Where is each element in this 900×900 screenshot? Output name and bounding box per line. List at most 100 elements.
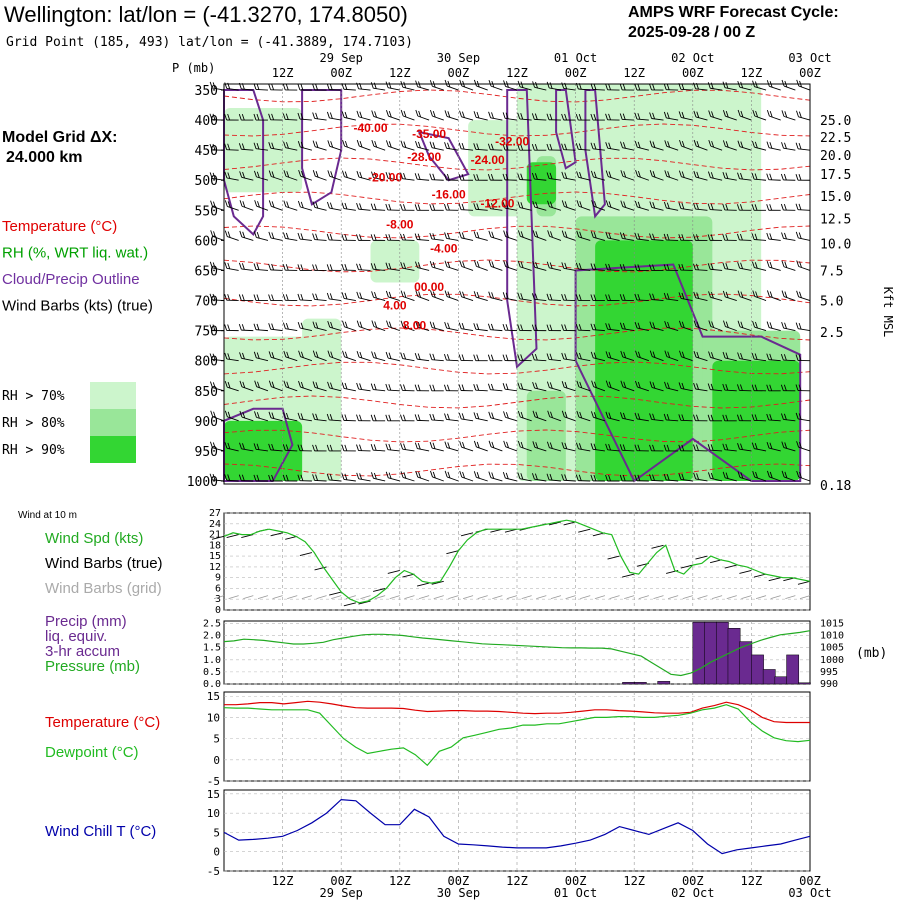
wind-barb [285, 119, 298, 121]
wind-barb-flag [517, 201, 521, 208]
wind-barb-flag [796, 441, 800, 448]
wind-barb-flag [696, 351, 700, 359]
wind-barb-flag [590, 443, 594, 450]
chill-ytick-4: -5 [207, 865, 220, 878]
wind-barb-flag [681, 382, 685, 390]
wind-barb-flag [605, 443, 609, 450]
wind-barb-flag [473, 291, 477, 298]
wind-barb-flag [224, 381, 228, 388]
wind-barb [549, 206, 562, 211]
wind-barb-flag [725, 321, 729, 328]
wind-barb-flag [476, 472, 480, 479]
wind-barb-flag [344, 264, 348, 271]
wind-barb-flag [282, 322, 286, 329]
wind-legend-0: Wind Spd (kts) [45, 530, 143, 547]
pressure-tick-8: 750 [195, 325, 218, 340]
wind-barb-flag [564, 442, 568, 450]
wind-barb-flag [737, 320, 741, 327]
wind-barb-flag [400, 204, 403, 211]
wind-barb-flag [344, 234, 348, 241]
wind-barb-flag [385, 140, 389, 147]
wind-barb-flag [388, 384, 392, 391]
wind-barb-flag [605, 142, 609, 149]
wind-barb [798, 148, 811, 151]
wind-barb-flag [799, 471, 802, 479]
pressure-tick-7: 700 [195, 295, 218, 310]
wind-barb [299, 299, 312, 301]
wind-barb-true [607, 555, 620, 560]
wind-barb-flag [312, 444, 315, 452]
wind-barb-flag [637, 113, 641, 120]
wind-barb-flag [388, 414, 392, 421]
wind-barb-flag [326, 83, 330, 90]
wind-barb-flag [546, 172, 550, 179]
wind-barb-flag [707, 171, 711, 178]
wind-barb-flag [359, 171, 363, 179]
wind-barb-flag [535, 382, 538, 389]
wind-barb-flag [532, 381, 536, 389]
wind-barb-flag [696, 473, 700, 480]
wind-barb-flag [458, 354, 462, 361]
wind-barb-flag [649, 170, 653, 177]
wind-barb-flag [796, 79, 800, 87]
wind-barb-flag [300, 83, 304, 91]
wind-barb-grid [755, 595, 767, 600]
wind-barb-flag [637, 233, 641, 240]
wind-barb-flag [209, 172, 213, 179]
wind-barb-flag [429, 260, 433, 268]
wind-barb-flag [447, 261, 451, 268]
wind-barb-flag [315, 293, 319, 300]
wind-barb-flag [209, 143, 213, 151]
wind-barb [402, 267, 415, 271]
wind-barb-flag [681, 351, 685, 358]
wind-barb-flag [432, 261, 436, 269]
wind-barb [783, 476, 796, 482]
wind-barb [461, 266, 474, 271]
wind-barb-flag [503, 230, 507, 237]
wind-barb-flag [253, 142, 257, 149]
wind-barb-flag [681, 414, 685, 421]
precip-bar-35 [633, 682, 647, 685]
wind-barb-flag [781, 470, 785, 478]
wind-barb-flag [476, 143, 480, 150]
wind-barb-flag [385, 443, 389, 450]
wind-barb-flag [414, 384, 418, 391]
wind-barb-flag [547, 200, 550, 207]
wind-barb-flag [297, 474, 301, 481]
wind-barb [402, 86, 415, 91]
wind-barb-flag [737, 290, 741, 297]
wind-barb-flag [737, 262, 741, 269]
wind-barb-flag [534, 354, 538, 361]
wind-barb [285, 206, 298, 211]
wind-barb-flag [608, 474, 611, 482]
wind-barb-flag [444, 290, 448, 297]
wind-barb-flag [371, 320, 375, 327]
wind-barb-true [739, 570, 752, 574]
wind-barb-flag [678, 111, 682, 118]
height-tick-8: 5.0 [820, 295, 843, 310]
wind-barb-flag [679, 350, 682, 357]
wind-barb-flag [707, 203, 711, 210]
wind-barb [549, 387, 562, 392]
top-date-label-3: 02 Oct [671, 51, 714, 65]
wind-barb-flag [520, 383, 524, 390]
wind-barb-flag [722, 414, 726, 421]
wind-barb [373, 268, 386, 271]
wind-barb [797, 209, 811, 211]
wind-barb-flag [286, 412, 289, 420]
wind-barb-flag [505, 383, 509, 390]
wind-ytick-5: 12 [209, 562, 221, 573]
wind-barb-flag [298, 380, 301, 388]
wind-barb-flag [783, 354, 787, 361]
wind-barb-flag [254, 411, 257, 418]
wind-barb-grid [594, 595, 606, 600]
wind-barb-flag [531, 113, 535, 120]
cloud-outline-5 [584, 89, 606, 219]
wind-barb-flag [564, 231, 568, 238]
wind-barb-flag [344, 444, 348, 451]
wind-barb [343, 388, 356, 392]
wind-barb-grid [345, 595, 356, 600]
wind-barb-flag [506, 441, 509, 449]
wind-barb [636, 299, 649, 301]
wind-barb [227, 236, 239, 241]
